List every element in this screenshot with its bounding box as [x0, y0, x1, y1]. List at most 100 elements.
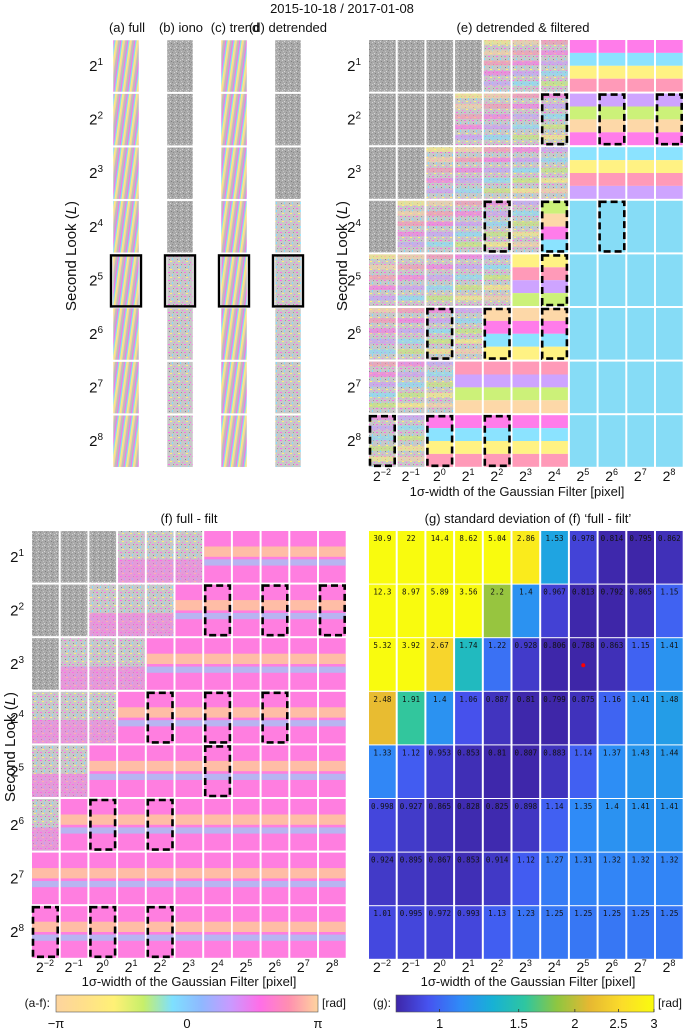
heatmap-cell [656, 638, 683, 691]
heatmap-cell [455, 745, 482, 798]
heatmap-value-label: 1.37 [603, 748, 621, 757]
tile-f-r3-c9 [261, 638, 289, 690]
tile-e-r5-c3 [426, 254, 454, 306]
heatmap-value-label: 12.3 [373, 588, 391, 597]
tile-e-r1-c10 [627, 40, 654, 92]
heatmap-value-label: 0.887 [486, 695, 509, 704]
tile-e-r8-c9 [598, 415, 626, 467]
heatmap-value-label: 5.89 [431, 588, 449, 597]
tile-f-r1-c10 [290, 531, 317, 583]
tile-border [220, 39, 248, 93]
heatmap-value-label: 1.33 [373, 748, 391, 757]
heatmap-cell [426, 584, 454, 638]
tile-border [220, 200, 248, 254]
f-row-label: 27 [10, 870, 24, 888]
colorbar-std: (g): [rad] 1 1.5 2 2.5 3 [373, 994, 682, 1031]
tile-e-r3-c8 [569, 147, 597, 199]
tile-e-r6-c5 [483, 307, 511, 360]
heatmap-cell [656, 691, 683, 745]
e-col-label: 2−1 [402, 467, 420, 484]
panel-g-heatmap: 30.9 22 14.4 8.62 5.04 2.86 1.53 0.978 0.814 0.79… [369, 531, 683, 959]
tile-e-r5-c10 [627, 254, 654, 306]
figure-title: 2015-10-18 / 2017-01-08 [270, 1, 414, 16]
selected-cell-box [146, 905, 174, 959]
tile-e-r1-c11 [656, 40, 683, 92]
heatmap-value-label: 1.91 [402, 695, 420, 704]
tile-e-r3-c11 [656, 147, 683, 199]
heatmap-cell [426, 638, 454, 691]
tile-e-r7-c10 [627, 361, 654, 414]
tile-f-r6-c6 [175, 799, 203, 851]
heatmap-cell [512, 691, 540, 745]
heatmap-value-label: 0.792 [601, 588, 624, 597]
heatmap-cell [369, 638, 396, 691]
g-col-label: 21 [462, 958, 475, 975]
tile-f-r5-c8 [232, 745, 260, 797]
tile-f-r4-c2 [60, 691, 88, 744]
heatmap-cell [656, 852, 683, 906]
tile-e-r5-c9 [598, 254, 626, 306]
tile-e-r2-c4 [455, 93, 482, 146]
tile-f-r4-c1 [32, 691, 59, 744]
tile-f-r5-c7 [203, 745, 232, 798]
tile-f-r7-c3 [89, 852, 117, 905]
heatmap-cell [512, 584, 540, 638]
heatmap-cell [397, 745, 425, 798]
tile-f-r6-c2 [60, 799, 88, 851]
selected-cell-box [89, 798, 117, 851]
tile-e-r6-c7 [540, 307, 569, 360]
tile-border [274, 414, 302, 468]
selected-cell-box [655, 93, 684, 146]
tile-e-r1-c6 [512, 40, 540, 92]
heatmap-cell [627, 745, 654, 798]
tile-detrended-row-1 [275, 40, 301, 92]
tile-f-r6-c9 [261, 799, 289, 851]
tile-f-r3-c10 [290, 638, 317, 690]
tile-f-r6-c7 [204, 799, 231, 851]
heatmap-value-label: 1.14 [546, 802, 565, 811]
heatmap-cell [455, 691, 482, 745]
heatmap-value-label: 0.914 [486, 856, 509, 865]
abcd-row-label: 28 [89, 432, 103, 450]
heatmap-cell [656, 531, 683, 584]
colorbar-phase-bar [55, 994, 319, 1013]
tile-e-r3-c1 [369, 147, 396, 199]
tile-border [220, 146, 248, 200]
heatmap-cell [598, 638, 626, 691]
tile-border [220, 414, 248, 468]
heatmap-cell [397, 906, 425, 959]
colorbar-std-tick-label: 2.5 [609, 1016, 627, 1031]
heatmap-value-label: 0.895 [400, 856, 423, 865]
tile-f-r5-c10 [290, 745, 317, 797]
heatmap-cell [455, 531, 482, 584]
g-col-label: 27 [634, 958, 647, 975]
heatmap-value-label: 0.993 [457, 909, 480, 918]
heatmap-cell [455, 638, 482, 691]
heatmap-cell [483, 584, 511, 638]
abcd-row-label: 24 [89, 218, 103, 236]
heatmap-value-label: 0.927 [400, 802, 423, 811]
tile-border [166, 361, 194, 414]
tile-border [112, 93, 140, 146]
abcd-row-label: 22 [89, 111, 103, 129]
tile-border [220, 361, 248, 414]
f-col-label: 28 [326, 958, 339, 975]
tile-trend-row-7 [221, 361, 247, 414]
tile-border [274, 361, 302, 414]
tile-trend-row-2 [221, 93, 247, 146]
heatmap-value-label: 2.86 [517, 534, 536, 543]
tile-f-r8-c4 [118, 906, 145, 958]
tile-detrended-row-7 [275, 361, 301, 414]
tile-e-r1-c5 [483, 40, 511, 92]
tile-iono-row-1 [167, 40, 193, 92]
tile-e-r1-c4 [455, 40, 482, 92]
selection-box-full [109, 254, 143, 308]
tile-f-r8-c1 [31, 905, 60, 959]
e-col-label: 25 [576, 467, 589, 484]
g-col-label: 22 [490, 958, 503, 975]
f-row-label: 25 [10, 762, 24, 780]
tile-e-r2-c1 [369, 93, 396, 146]
heatmap-cell [541, 852, 568, 906]
tile-f-r3-c1 [32, 638, 59, 690]
tile-e-r5-c7 [540, 254, 569, 307]
